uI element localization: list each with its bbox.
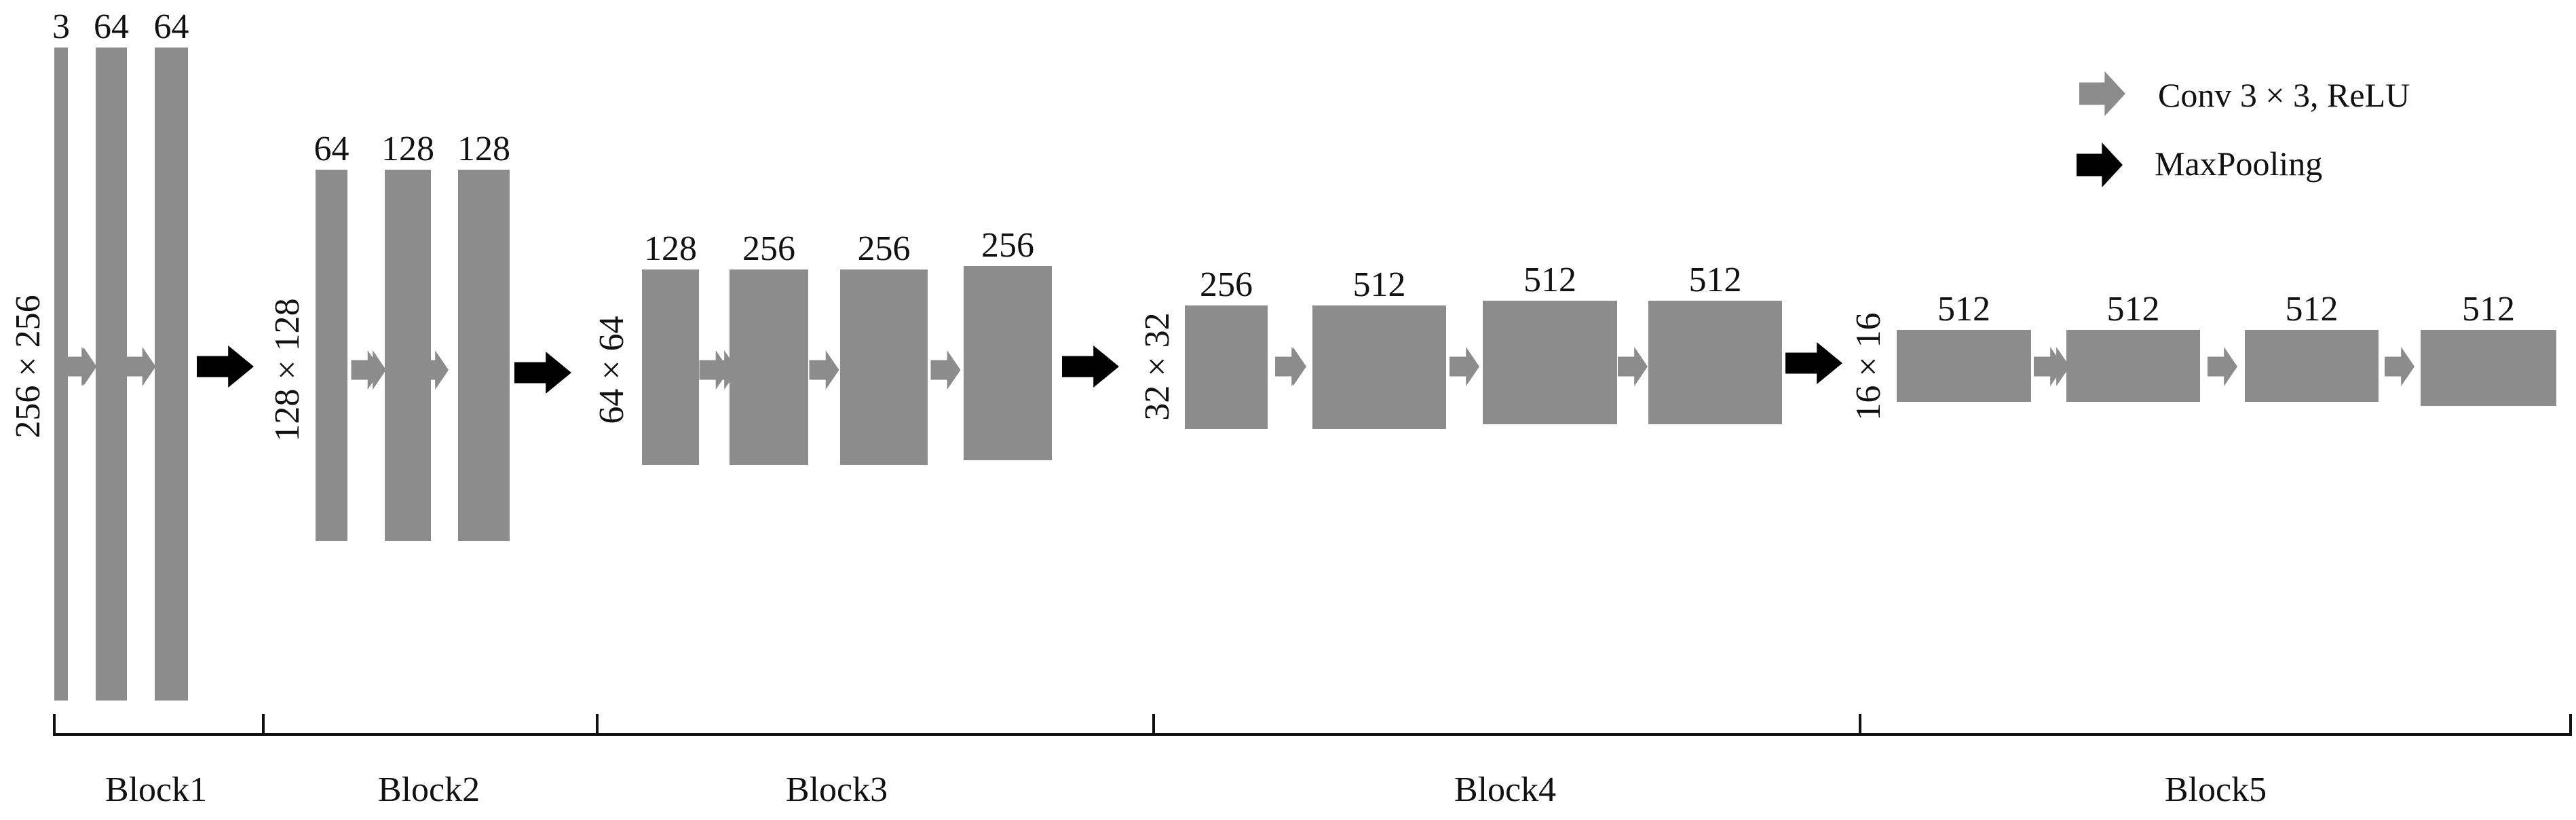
feature-map	[96, 48, 127, 701]
feature-map	[316, 170, 347, 541]
conv-arrow-icon	[2208, 347, 2237, 386]
conv-arrow-icon	[419, 350, 449, 390]
channel-count-label: 256	[981, 226, 1034, 265]
conv-arrow-icon	[1276, 347, 1306, 386]
feature-map	[730, 269, 808, 465]
maxpool-arrow-icon	[197, 346, 254, 388]
conv-arrow-icon	[1450, 347, 1479, 386]
conv-arrow-icon	[1618, 347, 1648, 386]
channel-count-label: 128	[457, 130, 510, 168]
maxpool-arrow-icon	[1785, 342, 1842, 384]
labels-layer: 3 64 64 256 × 256 64 128 128 128 × 128 128 256 256…	[9, 7, 2515, 442]
legend-pool-label: MaxPooling	[2155, 145, 2322, 183]
legend: Conv 3 × 3, ReLU MaxPooling	[2077, 71, 2410, 187]
feature-map	[964, 266, 1052, 460]
feature-map	[1648, 301, 1782, 424]
feature-map	[2066, 330, 2200, 402]
resolution-label: 64 × 64	[592, 316, 631, 424]
gray-arrow-icon	[2079, 71, 2125, 116]
gray-arrow-icon	[2079, 71, 2125, 116]
conv-arrow-icon	[809, 350, 839, 390]
resolution-label: 128 × 128	[268, 298, 307, 441]
resolution-label: 16 × 16	[1849, 312, 1888, 420]
channel-count-label: 128	[644, 229, 697, 268]
channel-count-label: 512	[1523, 261, 1576, 299]
conv-arrow-icon	[930, 350, 961, 390]
black-arrow-icon	[2077, 143, 2123, 187]
maxpool-arrow-icon	[1062, 346, 1119, 388]
channel-count-label: 512	[2286, 290, 2338, 329]
channel-count-label: 256	[1200, 265, 1253, 304]
channel-count-label: 64	[94, 7, 129, 46]
feature-maps-layer	[54, 48, 2556, 701]
feature-map	[1185, 305, 1268, 429]
block-labels: Block1 Block2 Block3 Block4 Block5	[105, 770, 2267, 809]
feature-map	[1483, 301, 1617, 424]
conv-arrow-icon	[2385, 347, 2414, 386]
feature-map	[2421, 330, 2556, 406]
block-label: Block2	[378, 770, 480, 809]
arrows-layer	[65, 342, 2414, 394]
black-arrow-icon	[2077, 143, 2123, 187]
conv-arrow-icon	[708, 350, 738, 390]
channel-count-label: 512	[2462, 290, 2515, 329]
feature-map	[385, 170, 431, 541]
feature-map	[1897, 330, 2031, 402]
resolution-label: 32 × 32	[1138, 312, 1177, 420]
block-label: Block4	[1454, 770, 1556, 809]
block-axis	[53, 714, 2572, 736]
channel-count-label: 128	[381, 130, 434, 168]
channel-count-label: 64	[154, 7, 189, 46]
feature-map	[840, 269, 928, 465]
conv-arrow-icon	[126, 347, 156, 386]
channel-count-label: 256	[742, 229, 795, 268]
feature-map	[2245, 330, 2379, 402]
feature-map	[458, 170, 510, 541]
block-label: Block5	[2165, 770, 2267, 809]
block-label: Block1	[105, 770, 207, 809]
channel-count-label: 512	[1689, 261, 1742, 299]
block-label: Block3	[786, 770, 888, 809]
feature-map	[155, 48, 188, 701]
conv-arrow-icon	[2040, 347, 2070, 386]
channel-count-label: 512	[1353, 265, 1406, 304]
feature-map	[642, 269, 699, 465]
resolution-label: 256 × 256	[9, 295, 48, 438]
conv-arrow-icon	[65, 347, 95, 386]
channel-count-label: 512	[1937, 290, 1990, 329]
channel-count-label: 256	[858, 229, 911, 268]
conv-arrow-icon	[356, 350, 386, 390]
feature-map	[1312, 305, 1446, 429]
feature-map	[54, 48, 68, 701]
channel-count-label: 3	[52, 7, 70, 46]
legend-conv-label: Conv 3 × 3, ReLU	[2158, 76, 2410, 114]
channel-count-label: 512	[2107, 290, 2160, 329]
channel-count-label: 64	[314, 130, 349, 168]
maxpool-arrow-icon	[514, 352, 571, 394]
